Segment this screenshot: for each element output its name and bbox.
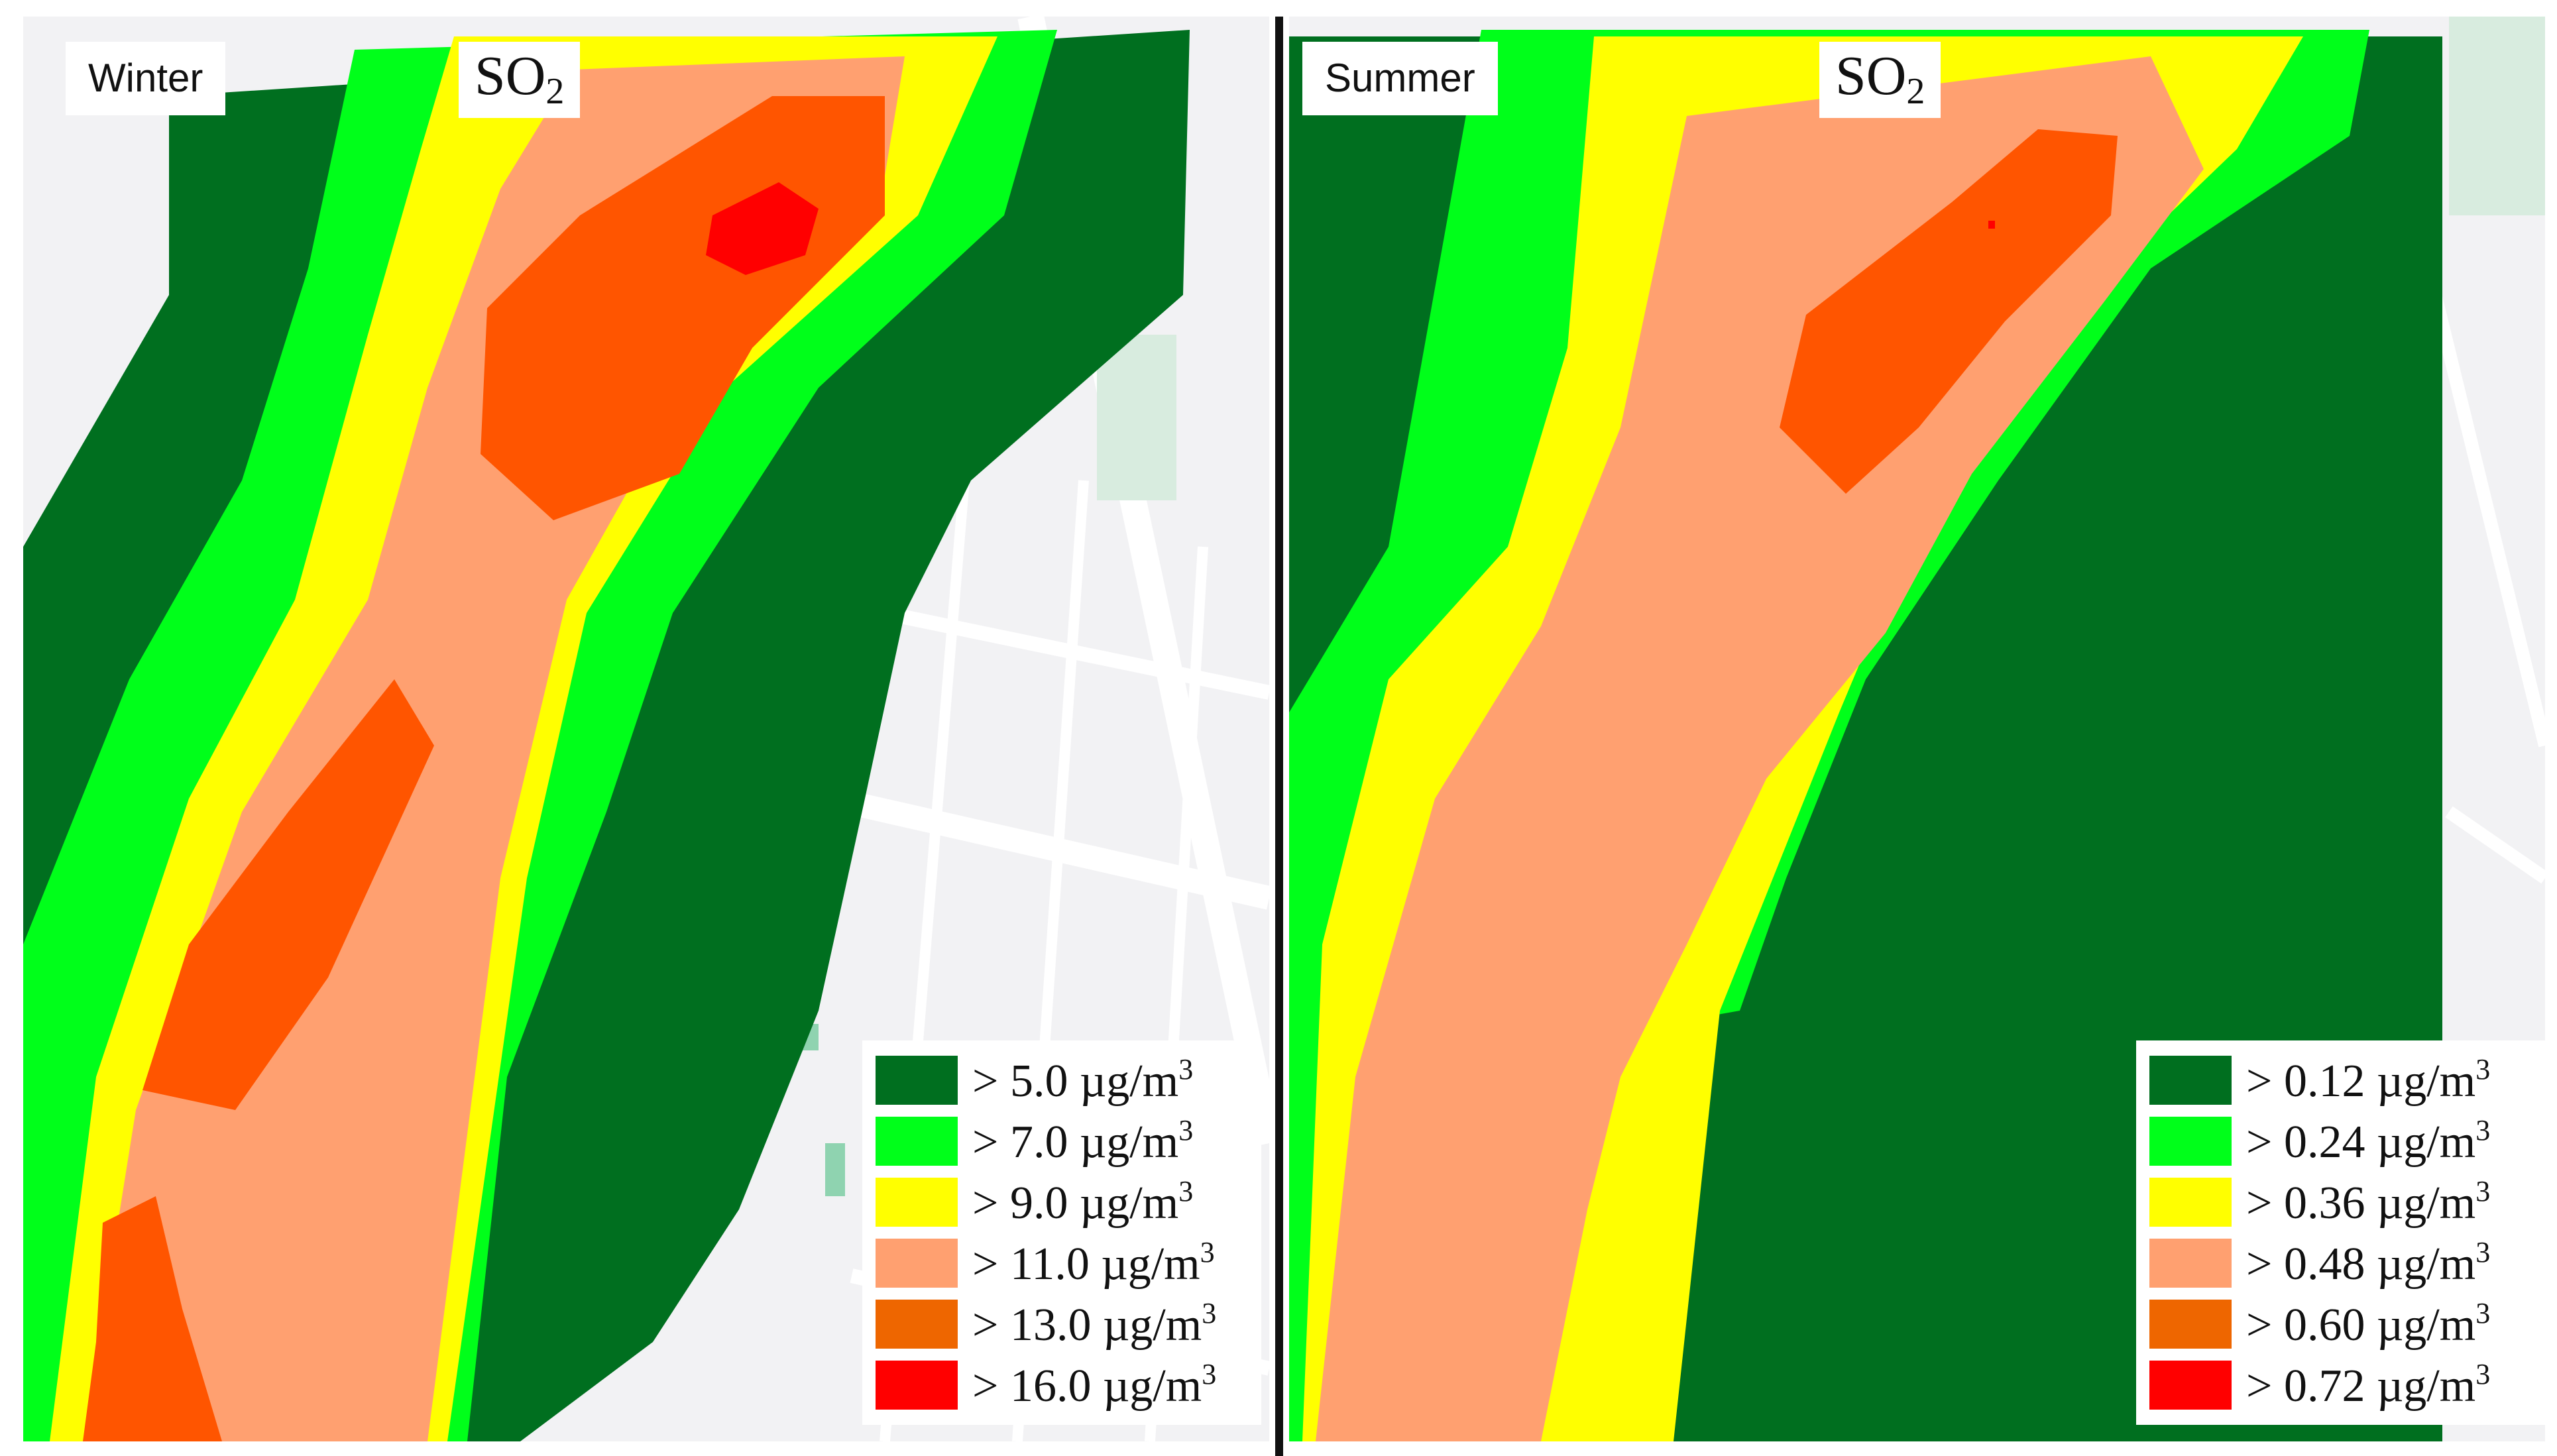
season-label: Summer [1302,42,1498,115]
legend-swatch [2149,1239,2232,1288]
legend-swatch [876,1178,958,1227]
contour-level-1 [1780,129,2118,494]
pollutant-label: SO2 [1819,42,1941,118]
pollutant-subscript: 2 [545,71,565,112]
contour-level-1-southwest [83,1196,222,1441]
season-label: Winter [66,42,226,115]
legend-entry: > 0.48 µg/m3 [2149,1233,2540,1294]
contour-level-2 [1316,56,2204,1441]
legend-swatch [2149,1178,2232,1227]
legend-entry: > 11.0 µg/m3 [876,1233,1253,1294]
legend-label: > 11.0 µg/m3 [972,1236,1215,1290]
legend-label: > 5.0 µg/m3 [972,1053,1194,1107]
legend-entry: > 0.12 µg/m3 [2149,1050,2540,1111]
legend-label: > 0.60 µg/m3 [2246,1297,2491,1351]
legend-swatch [876,1056,958,1105]
legend-label: > 16.0 µg/m3 [972,1358,1217,1412]
legend-swatch [2149,1056,2232,1105]
legend-label: > 9.0 µg/m3 [972,1175,1194,1229]
legend-swatch [2149,1300,2232,1349]
season-label-text: Summer [1325,56,1475,100]
legend-entry: > 5.0 µg/m3 [876,1050,1253,1111]
contour-level-0 [1988,221,1995,229]
pollutant-label: SO2 [459,42,581,118]
legend-swatch [2149,1361,2232,1410]
legend-entry: > 7.0 µg/m3 [876,1111,1253,1172]
park-area [2449,17,2545,215]
concentration-legend: > 0.12 µg/m3 > 0.24 µg/m3 > 0.36 µg/m3 >… [2136,1040,2545,1425]
park-patch [825,1143,845,1196]
summer-map-panel: Summer SO2 > 0.12 µg/m3 > 0.24 µg/m3 > 0… [1289,17,2545,1441]
season-label-text: Winter [88,56,203,100]
legend-swatch [876,1361,958,1410]
legend-entry: > 13.0 µg/m3 [876,1294,1253,1355]
legend-label: > 0.72 µg/m3 [2246,1358,2491,1412]
legend-entry: > 0.72 µg/m3 [2149,1355,2540,1416]
legend-swatch [876,1117,958,1166]
legend-entry: > 0.24 µg/m3 [2149,1111,2540,1172]
winter-map-canvas [23,17,1269,1441]
legend-label: > 0.12 µg/m3 [2246,1053,2491,1107]
legend-label: > 0.24 µg/m3 [2246,1114,2491,1168]
panel-divider [1275,17,1283,1456]
contour-level-0 [706,182,819,275]
legend-label: > 7.0 µg/m3 [972,1114,1194,1168]
legend-label: > 0.36 µg/m3 [2246,1175,2491,1229]
legend-swatch [876,1239,958,1288]
legend-label: > 0.48 µg/m3 [2246,1236,2491,1290]
contour-level-2 [83,56,905,1441]
legend-swatch [876,1300,958,1349]
contour-level-1-south [142,679,434,1110]
pollutant-formula: SO [1835,45,1907,107]
concentration-legend: > 5.0 µg/m3 > 7.0 µg/m3 > 9.0 µg/m3 > 11… [862,1040,1261,1425]
legend-entry: > 0.36 µg/m3 [2149,1172,2540,1233]
park-area [1097,335,1176,500]
pollutant-subscript: 2 [1906,71,1925,112]
pollutant-formula: SO [475,45,546,107]
winter-map-panel: Winter SO2 > 5.0 µg/m3 > 7.0 µg/m3 > 9.0… [23,17,1269,1441]
legend-entry: > 0.60 µg/m3 [2149,1294,2540,1355]
legend-entry: > 9.0 µg/m3 [876,1172,1253,1233]
summer-map-canvas [1289,17,2545,1441]
legend-label: > 13.0 µg/m3 [972,1297,1217,1351]
legend-swatch [2149,1117,2232,1166]
legend-entry: > 16.0 µg/m3 [876,1355,1253,1416]
